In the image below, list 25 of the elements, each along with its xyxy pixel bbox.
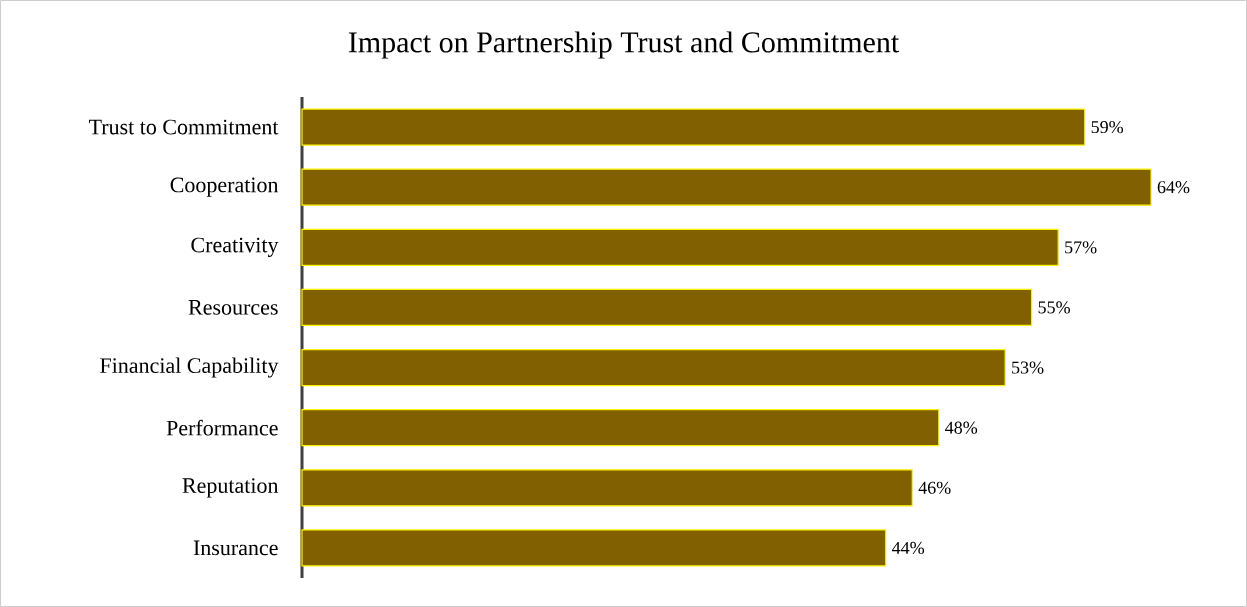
data-label: 44% bbox=[892, 541, 925, 555]
data-label: 59% bbox=[1091, 120, 1124, 134]
bar bbox=[301, 409, 940, 447]
bar bbox=[301, 108, 1086, 146]
data-label: 46% bbox=[918, 481, 951, 494]
data-label: 48% bbox=[945, 421, 978, 434]
data-label: 53% bbox=[1012, 361, 1044, 374]
y-tick-label: Resources bbox=[188, 300, 278, 315]
chart-title: Impact on Partnership Trust and Commitment bbox=[348, 31, 900, 59]
y-tick-label: Creativity bbox=[191, 237, 279, 257]
y-tick-label: Cooperation bbox=[170, 177, 279, 197]
y-tick-label: Performance bbox=[166, 419, 278, 436]
data-label: 64% bbox=[1157, 181, 1190, 194]
bar bbox=[301, 348, 1006, 387]
y-tick-label: Financial Capability bbox=[100, 357, 279, 378]
bar bbox=[301, 288, 1033, 327]
bar bbox=[301, 168, 1152, 206]
y-tick-label: Reputation bbox=[182, 478, 279, 498]
y-tick-label: Insurance bbox=[193, 540, 278, 556]
bar bbox=[301, 529, 887, 567]
data-label: 55% bbox=[1038, 301, 1070, 314]
y-tick-label: Trust to Commitment bbox=[88, 119, 279, 135]
bar bbox=[301, 228, 1059, 266]
data-label: 57% bbox=[1065, 241, 1097, 254]
bar bbox=[301, 469, 913, 507]
